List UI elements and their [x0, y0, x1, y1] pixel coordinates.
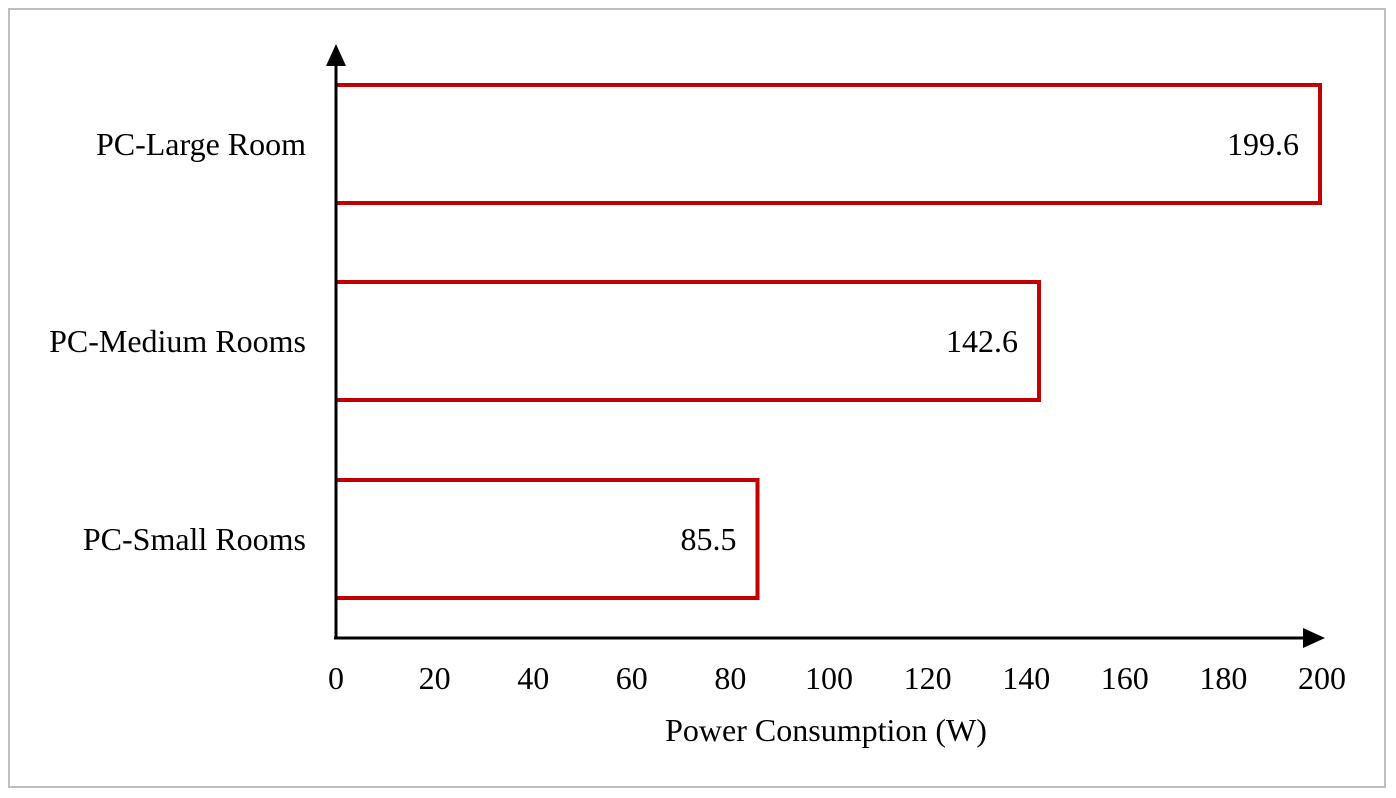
bar-2 — [336, 280, 1042, 402]
bars-group — [336, 83, 1323, 600]
data-label: 85.5 — [681, 521, 737, 557]
category-label: PC-Medium Rooms — [49, 323, 306, 359]
y-axis-arrow — [326, 44, 346, 66]
category-label: PC-Small Rooms — [83, 521, 306, 557]
bar-1 — [336, 83, 1323, 205]
category-labels-group: PC-Large Room PC-Medium Rooms PC-Small Roo… — [49, 126, 306, 557]
x-axis-title: Power Consumption (W) — [665, 712, 987, 748]
x-tick-label: 120 — [904, 660, 952, 696]
x-tick-label: 160 — [1101, 660, 1149, 696]
x-axis-arrow — [1303, 628, 1325, 648]
data-labels-group: 199.6 142.6 85.5 — [681, 126, 1300, 557]
x-tick-label: 80 — [714, 660, 746, 696]
data-label: 142.6 — [946, 323, 1018, 359]
x-tick-label: 60 — [616, 660, 648, 696]
data-label: 199.6 — [1227, 126, 1299, 162]
x-tick-label: 180 — [1199, 660, 1247, 696]
x-tick-label: 140 — [1002, 660, 1050, 696]
x-tick-label: 40 — [517, 660, 549, 696]
x-tick-label: 0 — [328, 660, 344, 696]
bar-3 — [336, 478, 760, 600]
x-tick-labels-group: 0 20 40 60 80 100 120 140 160 180 200 — [328, 660, 1346, 696]
axes-group — [326, 44, 1325, 648]
x-tick-label: 100 — [805, 660, 853, 696]
x-tick-label: 200 — [1298, 660, 1346, 696]
category-label: PC-Large Room — [96, 126, 306, 162]
x-tick-label: 20 — [419, 660, 451, 696]
